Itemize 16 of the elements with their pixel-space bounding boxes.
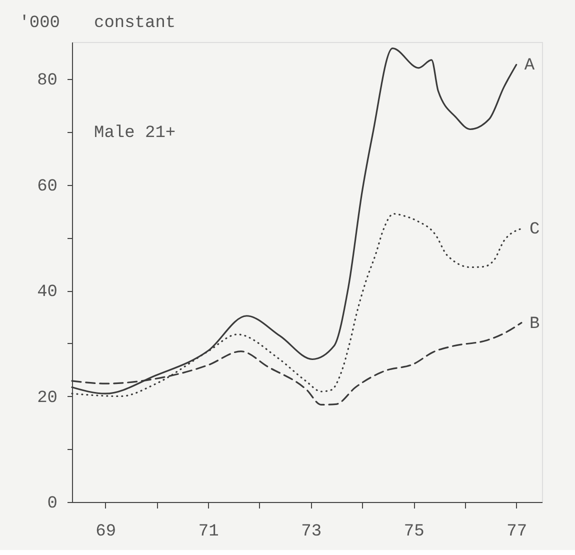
x-tick-label: 77 [506, 522, 528, 542]
x-tick-label: 69 [96, 522, 116, 542]
y-tick-label: 40 [37, 283, 58, 302]
series-label: A [524, 56, 536, 76]
y-tick-label: 20 [37, 388, 58, 408]
series-label: B [529, 314, 540, 334]
y-axis-title: '000 [19, 14, 60, 33]
x-tick-label: 73 [301, 522, 322, 542]
y-tick-label: 0 [47, 494, 58, 514]
x-tick-label: 71 [198, 522, 219, 542]
series-label: C [529, 220, 540, 240]
annotation: Male 21+ [94, 124, 176, 143]
y-tick-label: 80 [37, 72, 58, 91]
x-tick-label: 75 [404, 522, 424, 542]
y-tick-label: 60 [37, 177, 58, 196]
text: constant [94, 14, 176, 33]
